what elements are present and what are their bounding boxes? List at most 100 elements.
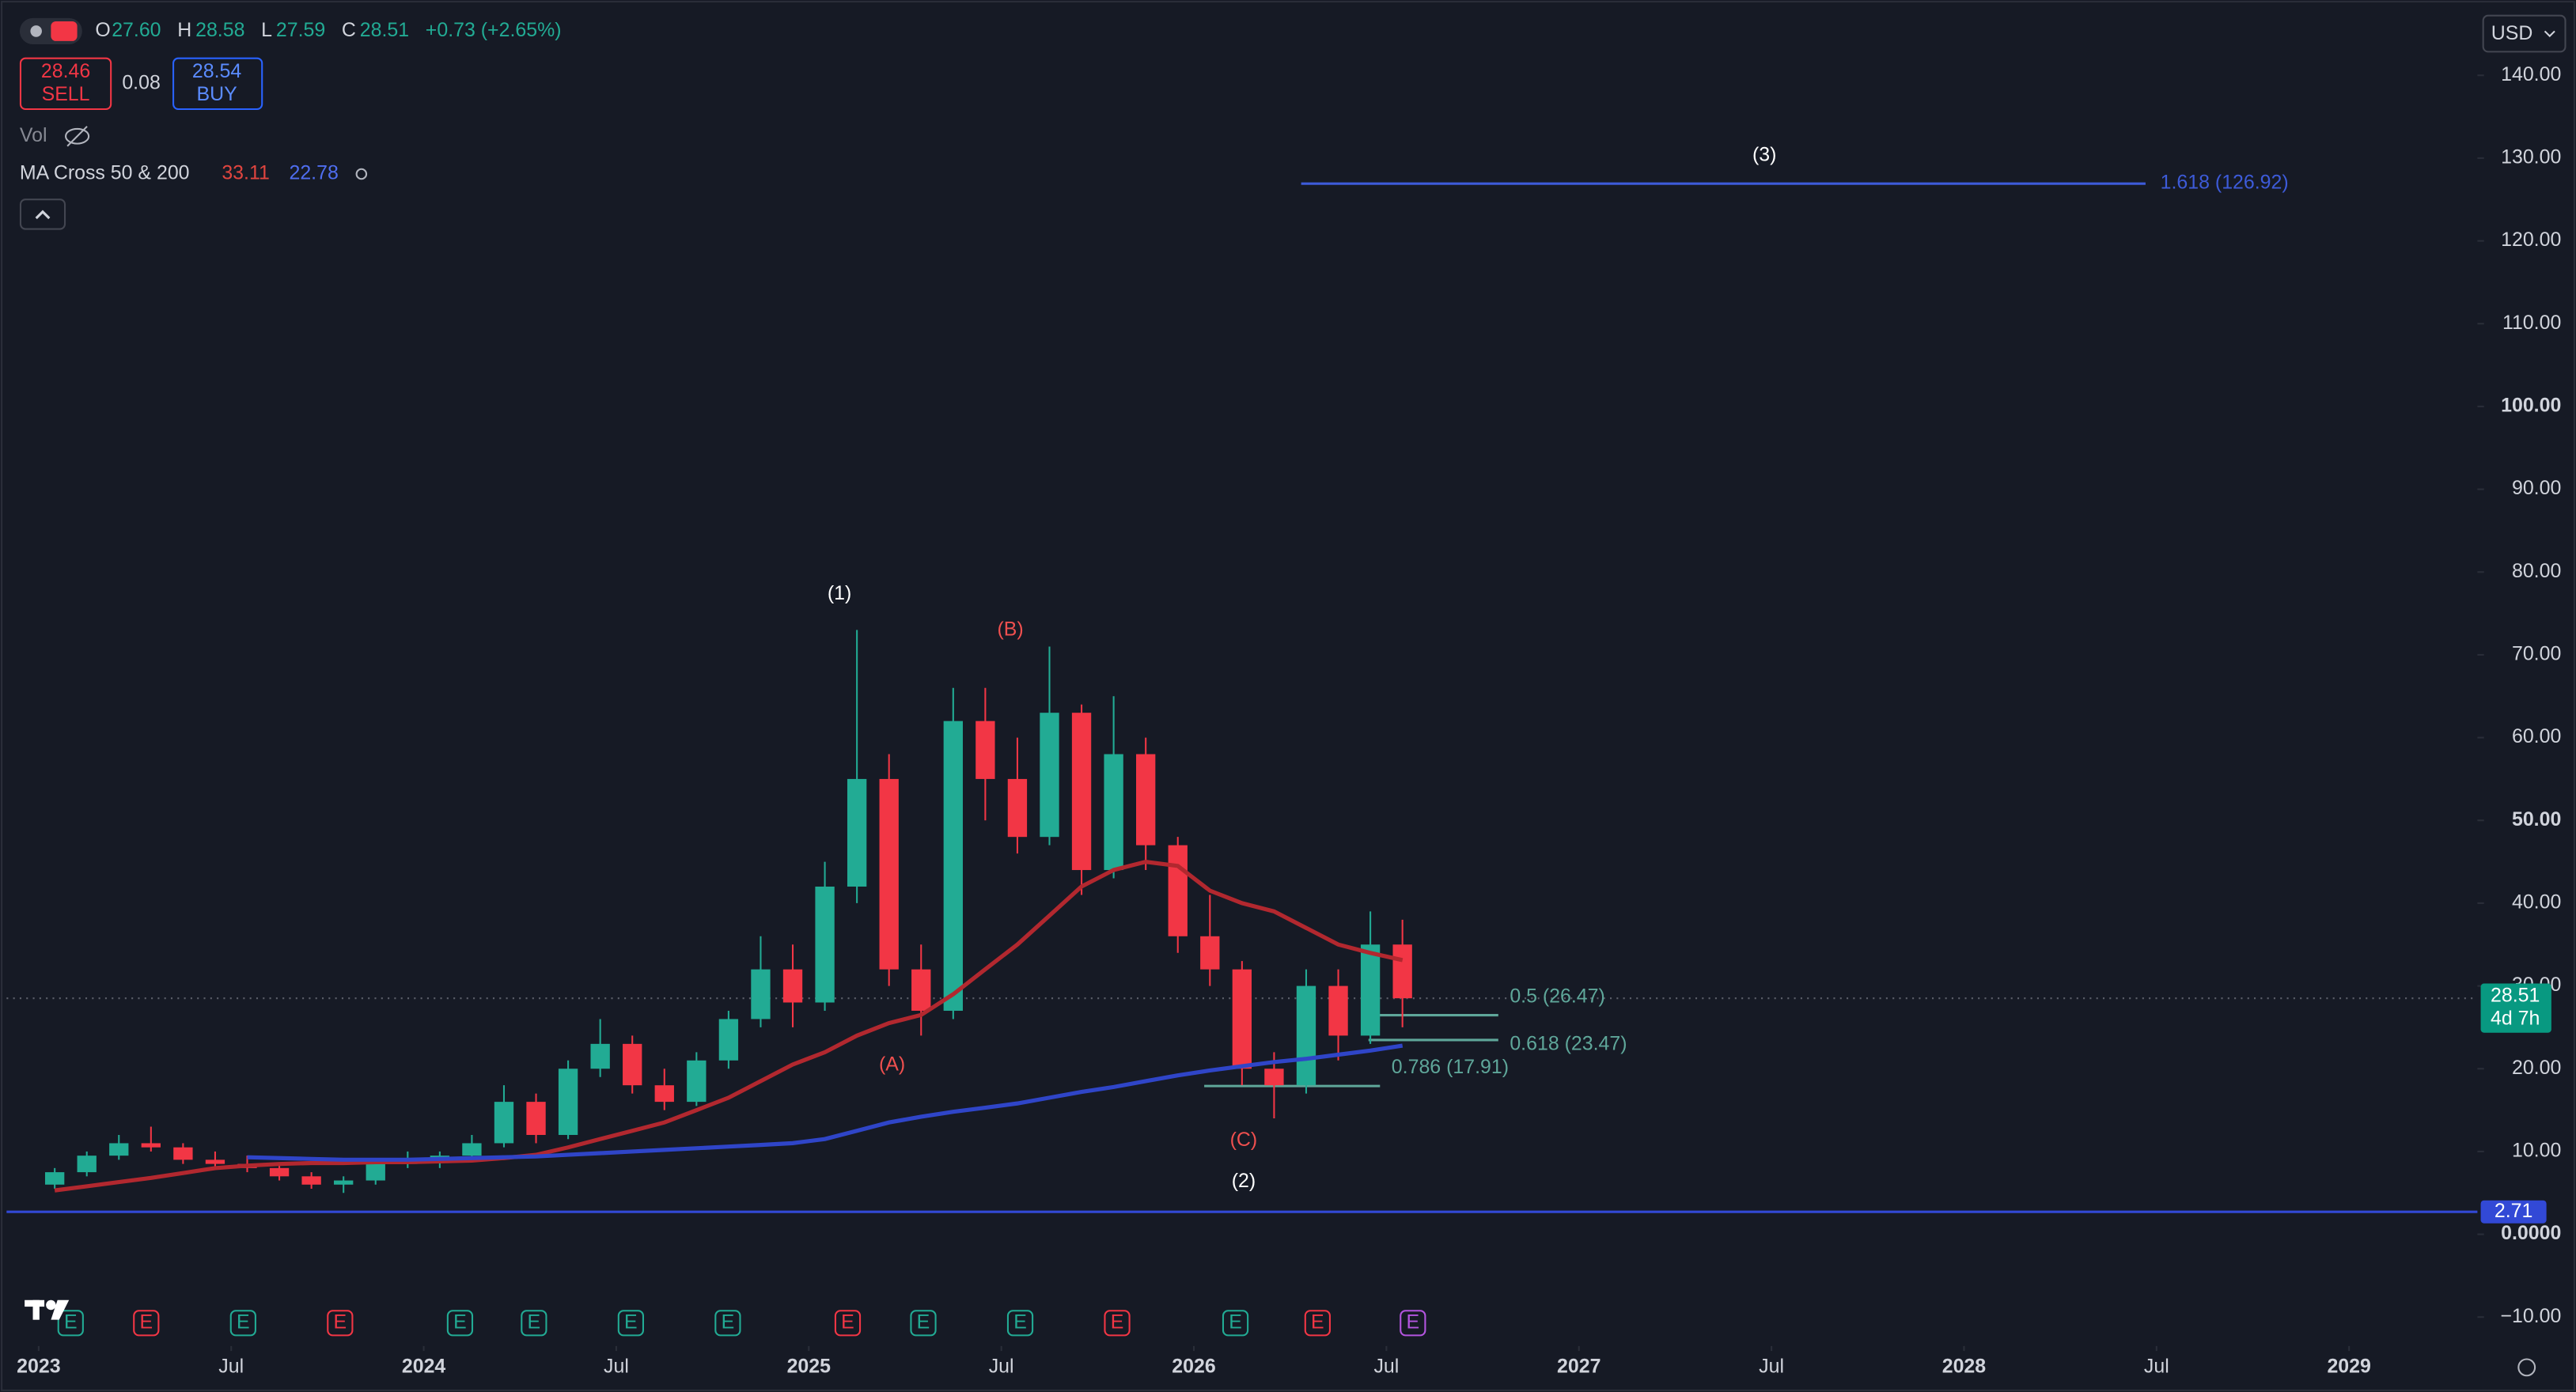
x-tick-label: 2023 xyxy=(17,1355,60,1377)
eye-icon[interactable] xyxy=(65,126,90,147)
wave-label: (B) xyxy=(997,618,1023,641)
fib-level-label: 0.786 (17.91) xyxy=(1392,1056,1509,1078)
sell-label: SELL xyxy=(42,83,90,105)
candle-body xyxy=(1328,985,1348,1036)
event-label: E xyxy=(1407,1311,1420,1333)
event-label: E xyxy=(1229,1311,1242,1333)
event-label: E xyxy=(528,1311,541,1333)
fib-level-label: 0.618 (23.47) xyxy=(1510,1033,1627,1055)
sell-button[interactable] xyxy=(19,57,112,111)
event-label: E xyxy=(237,1311,250,1333)
candle-body xyxy=(815,886,835,1003)
event-marker[interactable] xyxy=(910,1310,937,1337)
event-marker[interactable] xyxy=(714,1310,741,1337)
countdown: 4d 7h xyxy=(2491,1008,2540,1030)
event-marker[interactable] xyxy=(1104,1310,1131,1337)
buy-button[interactable] xyxy=(172,57,263,111)
logo xyxy=(25,1299,70,1320)
x-tick-label: Jul xyxy=(989,1355,1014,1377)
event-marker[interactable] xyxy=(57,1310,84,1337)
wave-label: (1) xyxy=(828,582,851,604)
buy-label: BUY xyxy=(196,83,237,105)
event-marker[interactable] xyxy=(1400,1310,1426,1337)
x-tick-label: Jul xyxy=(604,1355,629,1377)
event-label: E xyxy=(1013,1311,1027,1333)
status-dot xyxy=(30,25,42,37)
moving-average xyxy=(54,859,1404,1193)
y-tick-label: 90.00 xyxy=(2512,477,2561,499)
x-tick-label: 2026 xyxy=(1172,1355,1215,1377)
event-label: E xyxy=(841,1311,854,1333)
event-label: E xyxy=(453,1311,467,1333)
event-marker[interactable] xyxy=(521,1310,547,1337)
y-tick-label: 120.00 xyxy=(2501,229,2561,251)
wave-label: (2) xyxy=(1232,1170,1256,1192)
event-marker[interactable] xyxy=(617,1310,644,1337)
x-tick-label: 2029 xyxy=(2327,1355,2370,1377)
candle-body xyxy=(301,1176,321,1185)
event-marker[interactable] xyxy=(1222,1310,1249,1337)
candle-body xyxy=(109,1143,129,1156)
collapse-button[interactable] xyxy=(19,199,66,230)
y-tick-label: 60.00 xyxy=(2512,725,2561,747)
price-label-box xyxy=(2480,983,2551,1033)
wave-label: (C) xyxy=(1230,1129,1258,1151)
open-label: O xyxy=(95,19,110,41)
moving-average xyxy=(247,1043,1404,1162)
volume-label: Vol xyxy=(20,124,47,146)
ma200-value: 22.78 xyxy=(289,162,338,184)
y-tick-label: 140.00 xyxy=(2501,63,2561,85)
y-tick-label: 40.00 xyxy=(2512,891,2561,913)
y-tick-label: 50.00 xyxy=(2512,808,2561,830)
caret-icon xyxy=(35,210,51,220)
indicator-hide-icon[interactable] xyxy=(355,168,368,180)
sell-price: 28.46 xyxy=(41,60,90,82)
candle-body xyxy=(1232,969,1252,1069)
high-label: H xyxy=(177,19,191,41)
settings-icon[interactable] xyxy=(2517,1358,2536,1377)
close-label: C xyxy=(342,19,356,41)
candle-body xyxy=(943,721,963,1011)
event-marker[interactable] xyxy=(834,1310,862,1337)
candle-body xyxy=(1136,754,1156,845)
candle-body xyxy=(1071,713,1092,871)
event-label: E xyxy=(624,1311,638,1333)
high-value: 28.58 xyxy=(195,19,244,41)
event-marker[interactable] xyxy=(327,1310,354,1337)
currency: USD xyxy=(2491,22,2533,44)
candle-body xyxy=(1392,944,1412,999)
candle-body xyxy=(590,1043,610,1069)
event-marker[interactable] xyxy=(1006,1310,1034,1337)
price-label: 28.51 xyxy=(2491,985,2540,1007)
candle-body xyxy=(654,1085,674,1103)
dropdown-icon xyxy=(2544,30,2555,38)
candle-body xyxy=(718,1019,739,1061)
candle-body xyxy=(1104,754,1123,871)
event-marker[interactable] xyxy=(1304,1310,1331,1337)
candle-body xyxy=(879,778,899,970)
event-marker[interactable] xyxy=(133,1310,160,1337)
candle-body xyxy=(975,721,995,779)
x-tick-label: 2024 xyxy=(402,1355,446,1377)
event-label: E xyxy=(1111,1311,1124,1333)
plot-area: −10.000.000010.0020.0030.0040.0050.0060.… xyxy=(6,63,2561,1377)
x-tick-label: 2028 xyxy=(1942,1355,1987,1377)
candle-body xyxy=(1040,713,1059,838)
candle-body xyxy=(911,969,931,1011)
x-tick-label: Jul xyxy=(2144,1355,2169,1377)
x-tick-label: Jul xyxy=(1759,1355,1784,1377)
candle-body xyxy=(205,1159,225,1164)
event-label: E xyxy=(917,1311,930,1333)
candle-body xyxy=(1264,1069,1284,1086)
candle-body xyxy=(1360,944,1381,1036)
candle-body xyxy=(782,969,803,1003)
low-label: L xyxy=(261,19,272,41)
currency-button[interactable] xyxy=(2482,14,2567,53)
event-marker[interactable] xyxy=(229,1310,256,1337)
candle-body xyxy=(44,1172,65,1185)
event-label: E xyxy=(334,1311,347,1333)
event-marker[interactable] xyxy=(446,1310,474,1337)
candle-body xyxy=(462,1143,482,1156)
